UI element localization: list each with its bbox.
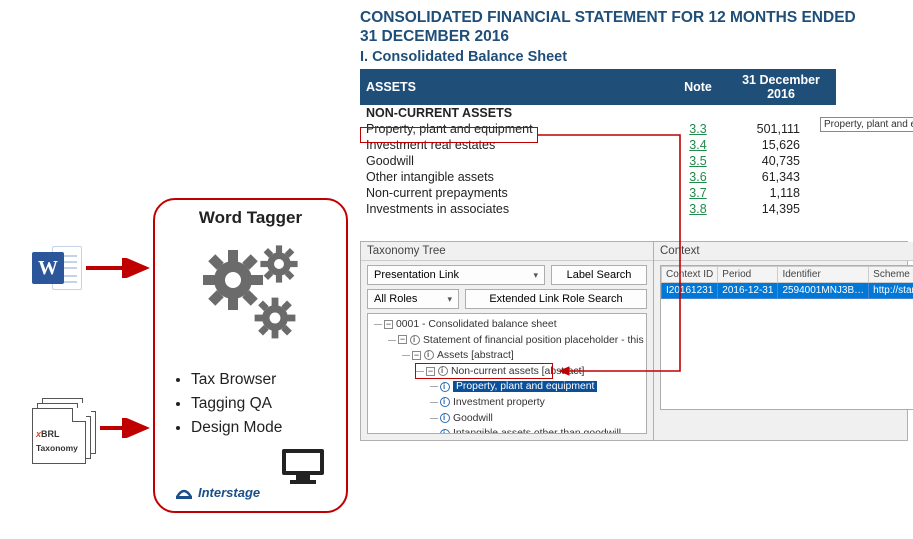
context-header: Context [654, 242, 913, 261]
note-link[interactable]: 3.8 [689, 202, 706, 216]
feature-tax-browser: Tax Browser [191, 368, 282, 392]
interstage-brand: Interstage [175, 483, 260, 501]
arrow-xbrl-to-tagger [100, 418, 158, 438]
taxonomy-tree[interactable]: −0001 - Consolidated balance sheet −Stat… [367, 313, 647, 434]
context-row[interactable]: I20161231 2016-12-31 2594001MNJ3B… http:… [662, 283, 913, 299]
chevron-down-icon: ▾ [447, 294, 452, 305]
label-search-button[interactable]: Label Search [551, 265, 647, 285]
monitor-icon [278, 447, 328, 485]
interstage-logo-icon [175, 483, 193, 501]
taxonomy-tree-panel: Taxonomy Tree Presentation Link▾ Label S… [361, 242, 654, 440]
table-row: Investments in associates3.814,395 [360, 201, 836, 217]
presentation-link-combo[interactable]: Presentation Link▾ [367, 265, 545, 285]
arrow-word-to-tagger [86, 258, 158, 278]
word-tagger-title: Word Tagger [155, 208, 346, 228]
doc-section: I. Consolidated Balance Sheet [360, 49, 904, 65]
context-panel: Context Context ID Period Identifier Sch… [654, 242, 913, 440]
chevron-down-icon: ▾ [533, 270, 538, 281]
note-link[interactable]: 3.5 [689, 154, 706, 168]
note-link[interactable]: 3.3 [689, 122, 706, 136]
word-tagger-box: Word Tagger Tax Browser [153, 198, 348, 513]
xbrl-taxonomy-icon: xBRL Taxonomy [32, 398, 98, 466]
extended-link-role-search-button[interactable]: Extended Link Role Search [465, 289, 647, 309]
taxonomy-tree-header: Taxonomy Tree [361, 242, 653, 261]
tooltip: Property, plant and equipment, [820, 117, 913, 132]
col-date: 31 December 2016 [726, 69, 836, 105]
table-row: Property, plant and equipment3.3501,111 [360, 121, 836, 137]
col-assets: ASSETS [360, 69, 670, 105]
gears-icon [197, 236, 317, 348]
note-link[interactable]: 3.6 [689, 170, 706, 184]
group-noncurrent: NON-CURRENT ASSETS [360, 105, 836, 121]
all-roles-combo[interactable]: All Roles▾ [367, 289, 459, 309]
note-link[interactable]: 3.4 [689, 138, 706, 152]
tree-node-selected: Property, plant and equipment [440, 379, 644, 395]
table-row: Goodwill3.540,735 [360, 153, 836, 169]
word-file-icon: W [32, 244, 84, 292]
doc-title1: CONSOLIDATED FINANCIAL STATEMENT FOR 12 … [360, 8, 904, 27]
word-badge: W [32, 252, 64, 284]
col-note: Note [670, 69, 726, 105]
balance-sheet-table: ASSETS Note 31 December 2016 NON-CURRENT… [360, 69, 836, 217]
table-row: Investment real estates3.415,626 [360, 137, 836, 153]
context-grid[interactable]: Context ID Period Identifier Scheme Segm… [660, 265, 913, 410]
bottom-panels: Taxonomy Tree Presentation Link▾ Label S… [360, 241, 908, 441]
doc-title2: 31 DECEMBER 2016 [360, 27, 904, 46]
table-row: Other intangible assets3.661,343 [360, 169, 836, 185]
financial-statement: CONSOLIDATED FINANCIAL STATEMENT FOR 12 … [360, 8, 904, 217]
feature-tagging-qa: Tagging QA [191, 392, 282, 416]
note-link[interactable]: 3.7 [689, 186, 706, 200]
feature-design-mode: Design Mode [191, 416, 282, 440]
feature-list: Tax Browser Tagging QA Design Mode [175, 368, 282, 440]
table-row: Non-current prepayments3.71,118 [360, 185, 836, 201]
